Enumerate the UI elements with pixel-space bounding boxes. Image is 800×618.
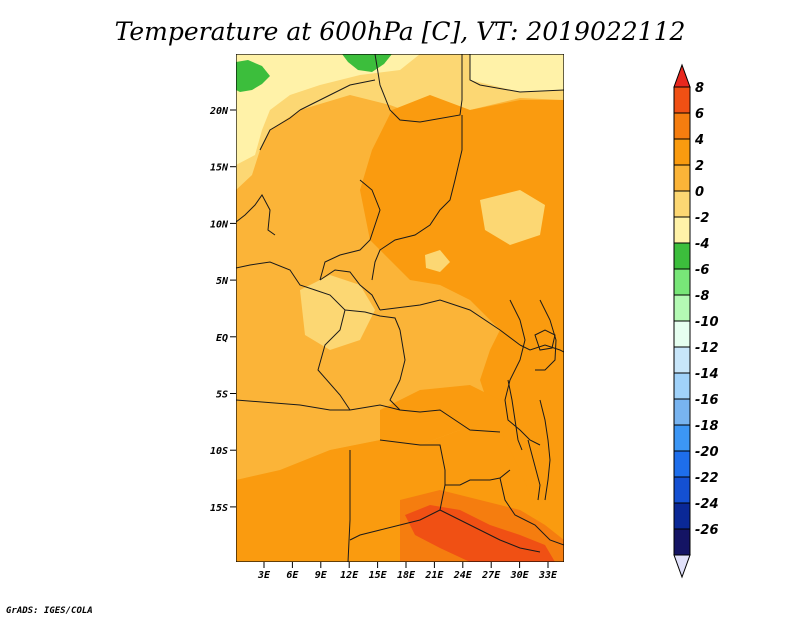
lon-label: 30E	[510, 570, 530, 581]
colorbar-swatch	[673, 450, 691, 478]
colorbar-label: -8	[695, 289, 709, 304]
colorbar-label: -14	[695, 367, 719, 382]
lat-label: 10N	[210, 219, 229, 230]
temp-field-green-north	[342, 54, 392, 72]
lat-label: 5S	[216, 390, 228, 401]
lat-label: 15N	[210, 163, 229, 174]
colorbar-label: -2	[695, 211, 709, 226]
colorbar-label: -12	[695, 341, 719, 356]
lon-label: 15E	[369, 570, 388, 581]
lat-label: 5N	[216, 276, 229, 287]
lon-label: 12E	[340, 570, 359, 581]
colorbar-label: -24	[695, 497, 719, 512]
colorbar-label: 4	[694, 133, 704, 148]
colorbar: 8 6 4 2 0 -2 -4 -6 -8 -10 -12 -14 -16 -18 -20 -22 -24 -26	[673, 63, 719, 579]
temp-field-light-pocket-ne	[480, 190, 545, 245]
lon-label: 18E	[397, 570, 416, 581]
temp-field-hottest-south	[405, 505, 555, 562]
temp-field-light-pocket-center	[300, 275, 375, 350]
colorbar-label: -10	[695, 315, 719, 330]
colorbar-swatch	[673, 190, 691, 218]
colorbar-label: -22	[695, 471, 719, 486]
plot-title: Temperature at 600hPa [C], VT: 201902211…	[115, 17, 686, 46]
lon-label: 6E	[286, 570, 299, 581]
temp-field-north-light	[236, 54, 564, 190]
colorbar-label: -16	[695, 393, 719, 408]
colorbar-swatch	[673, 476, 691, 504]
colorbar-swatch	[673, 138, 691, 166]
map-panel	[236, 54, 564, 562]
latitude-axis: 20N 15N 10N 5N EQ 5S 10S 15S	[209, 106, 236, 514]
colorbar-label: 0	[695, 185, 704, 200]
lon-label: 21E	[424, 570, 444, 581]
colorbar-label: 2	[695, 159, 704, 174]
lon-label: 33E	[538, 570, 558, 581]
colorbar-label: 8	[695, 81, 704, 96]
temp-field-east-warm	[480, 330, 564, 562]
colorbar-top-arrow	[673, 63, 691, 88]
lakes	[507, 329, 556, 501]
colorbar-label: 6	[695, 107, 704, 122]
lon-label: 27E	[481, 570, 501, 581]
lat-label: EQ	[216, 333, 228, 344]
lat-label: 10S	[210, 446, 228, 457]
colorbar-label: -18	[695, 419, 719, 434]
colorbar-label: -4	[695, 237, 709, 252]
colorbar-label: -20	[695, 445, 719, 460]
colorbar-swatch	[673, 398, 691, 426]
colorbar-swatch	[673, 86, 691, 114]
temp-field-interior-warm	[360, 95, 564, 345]
colorbar-swatch	[673, 320, 691, 348]
lon-label: 3E	[257, 570, 271, 581]
country-borders	[236, 54, 564, 562]
temp-field-north-lightest	[236, 54, 420, 165]
colorbar-swatch	[673, 502, 691, 530]
colorbar-swatch	[673, 372, 691, 400]
colorbar-swatch	[673, 112, 691, 140]
colorbar-label: -6	[695, 263, 709, 278]
longitude-axis: 3E 6E 9E 12E 15E 18E 21E 24E 27E 30E 33E	[257, 562, 558, 581]
temp-field-green-west	[236, 60, 270, 92]
colorbar-swatch	[673, 294, 691, 322]
lon-label: 24E	[453, 570, 473, 581]
lat-label: 20N	[209, 106, 229, 117]
colorbar-swatch	[673, 424, 691, 452]
colorbar-swatch	[673, 164, 691, 192]
grads-credit: GrADS: IGES/COLA	[6, 606, 93, 616]
colorbar-bottom-arrow	[673, 554, 691, 579]
colorbar-swatch	[673, 242, 691, 270]
temp-field-northeast-lightest	[470, 54, 564, 92]
lat-label: 15S	[210, 503, 228, 514]
lon-label: 9E	[315, 570, 328, 581]
colorbar-swatch	[673, 346, 691, 374]
colorbar-swatch	[673, 216, 691, 244]
colorbar-label: -26	[695, 523, 719, 538]
colorbar-swatch	[673, 268, 691, 296]
colorbar-swatch	[673, 528, 691, 556]
temp-field-light-pocket-mid	[425, 250, 450, 272]
